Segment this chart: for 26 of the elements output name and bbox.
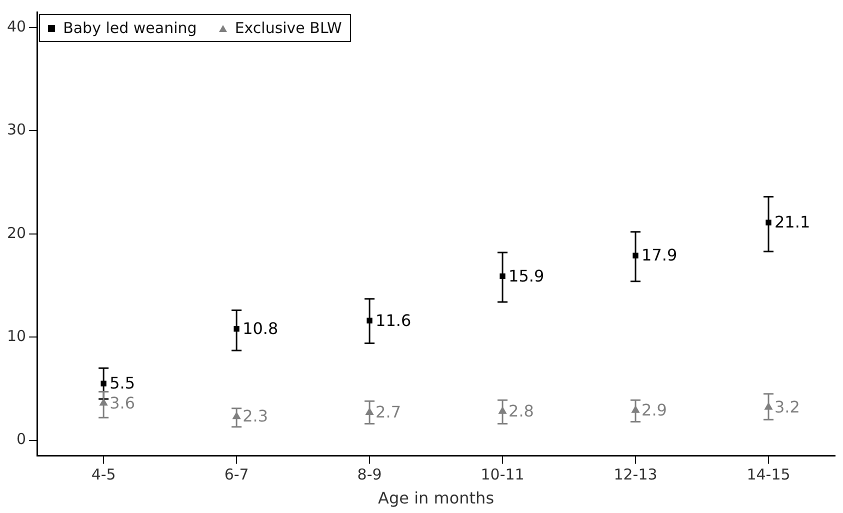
- data-label: 2.3: [242, 406, 268, 426]
- data-label: 2.7: [376, 402, 402, 422]
- x-tick-label: 14-15: [746, 466, 790, 484]
- data-label: 2.8: [508, 402, 534, 421]
- data-label: 2.9: [642, 400, 667, 420]
- y-tick-label: 20: [6, 224, 26, 242]
- x-axis-title: Age in months: [378, 488, 494, 508]
- legend-label: Exclusive BLW: [234, 19, 342, 37]
- y-tick-label: 40: [6, 17, 26, 36]
- data-label: 21.1: [774, 212, 810, 232]
- y-tick-label: 30: [6, 120, 26, 139]
- data-label: 11.6: [376, 310, 412, 330]
- legend-label: Baby led weaning: [63, 19, 197, 37]
- data-label: 10.8: [242, 319, 278, 338]
- data-label: 3.6: [110, 393, 136, 412]
- data-label: 3.2: [774, 397, 800, 416]
- x-tick-label: 6-7: [224, 466, 249, 484]
- data-label: 15.9: [508, 266, 544, 286]
- x-tick-label: 8-9: [357, 466, 382, 484]
- y-tick-label: 10: [6, 327, 26, 345]
- x-tick-label: 4-5: [91, 466, 116, 484]
- data-label: 17.9: [642, 246, 678, 265]
- x-tick-label: 12-13: [614, 466, 658, 484]
- x-tick-label: 10-11: [480, 466, 524, 484]
- y-tick-label: 0: [16, 430, 26, 448]
- data-label: 5.5: [110, 374, 136, 393]
